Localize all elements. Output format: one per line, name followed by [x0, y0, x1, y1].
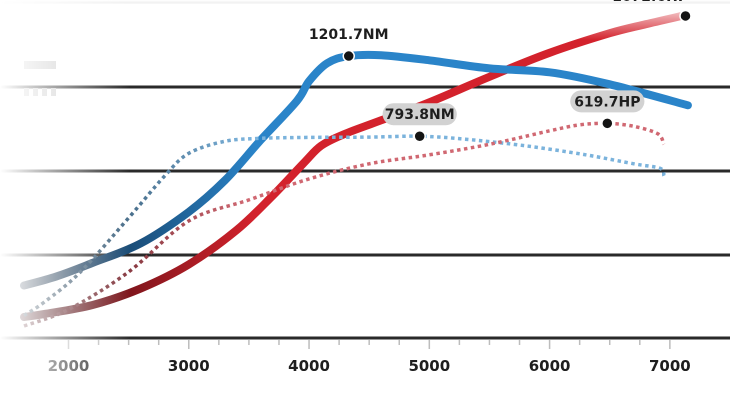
x-tick-label: 5000 — [408, 357, 450, 375]
series-line-stock-torque — [23, 134, 666, 317]
label-bubble — [382, 103, 457, 126]
x-axis: 200030004000500060007000 — [48, 340, 691, 375]
peak-annotation-stock-power: 619.7HP — [570, 90, 645, 130]
x-tick-label: 6000 — [529, 357, 571, 375]
peak-annotation-modified-power: 1072.6HP — [612, 0, 692, 23]
peak-annotation-modified-torque: 1201.7NM — [309, 27, 389, 63]
peak-marker — [342, 49, 355, 63]
label-bubble — [570, 90, 645, 113]
x-tick-label: 3000 — [168, 357, 210, 375]
peak-annotation-stock-torque: 793.8NM — [382, 103, 457, 143]
peak-marker — [413, 129, 426, 143]
peak-marker — [679, 9, 692, 23]
peak-marker — [601, 117, 614, 130]
peak-label: 1201.7NM — [309, 27, 389, 43]
peak-label: 793.8NM — [385, 107, 455, 123]
peak-label: 1072.6HP — [612, 0, 688, 5]
series-line-stock-power — [23, 121, 666, 328]
peak-annotations: 1072.6HP 1201.7NM 793.8NM 619.7HP — [309, 0, 692, 143]
peak-label: 619.7HP — [574, 94, 640, 110]
x-tick-label: 4000 — [288, 357, 330, 375]
x-tick-label: 7000 — [649, 357, 691, 375]
